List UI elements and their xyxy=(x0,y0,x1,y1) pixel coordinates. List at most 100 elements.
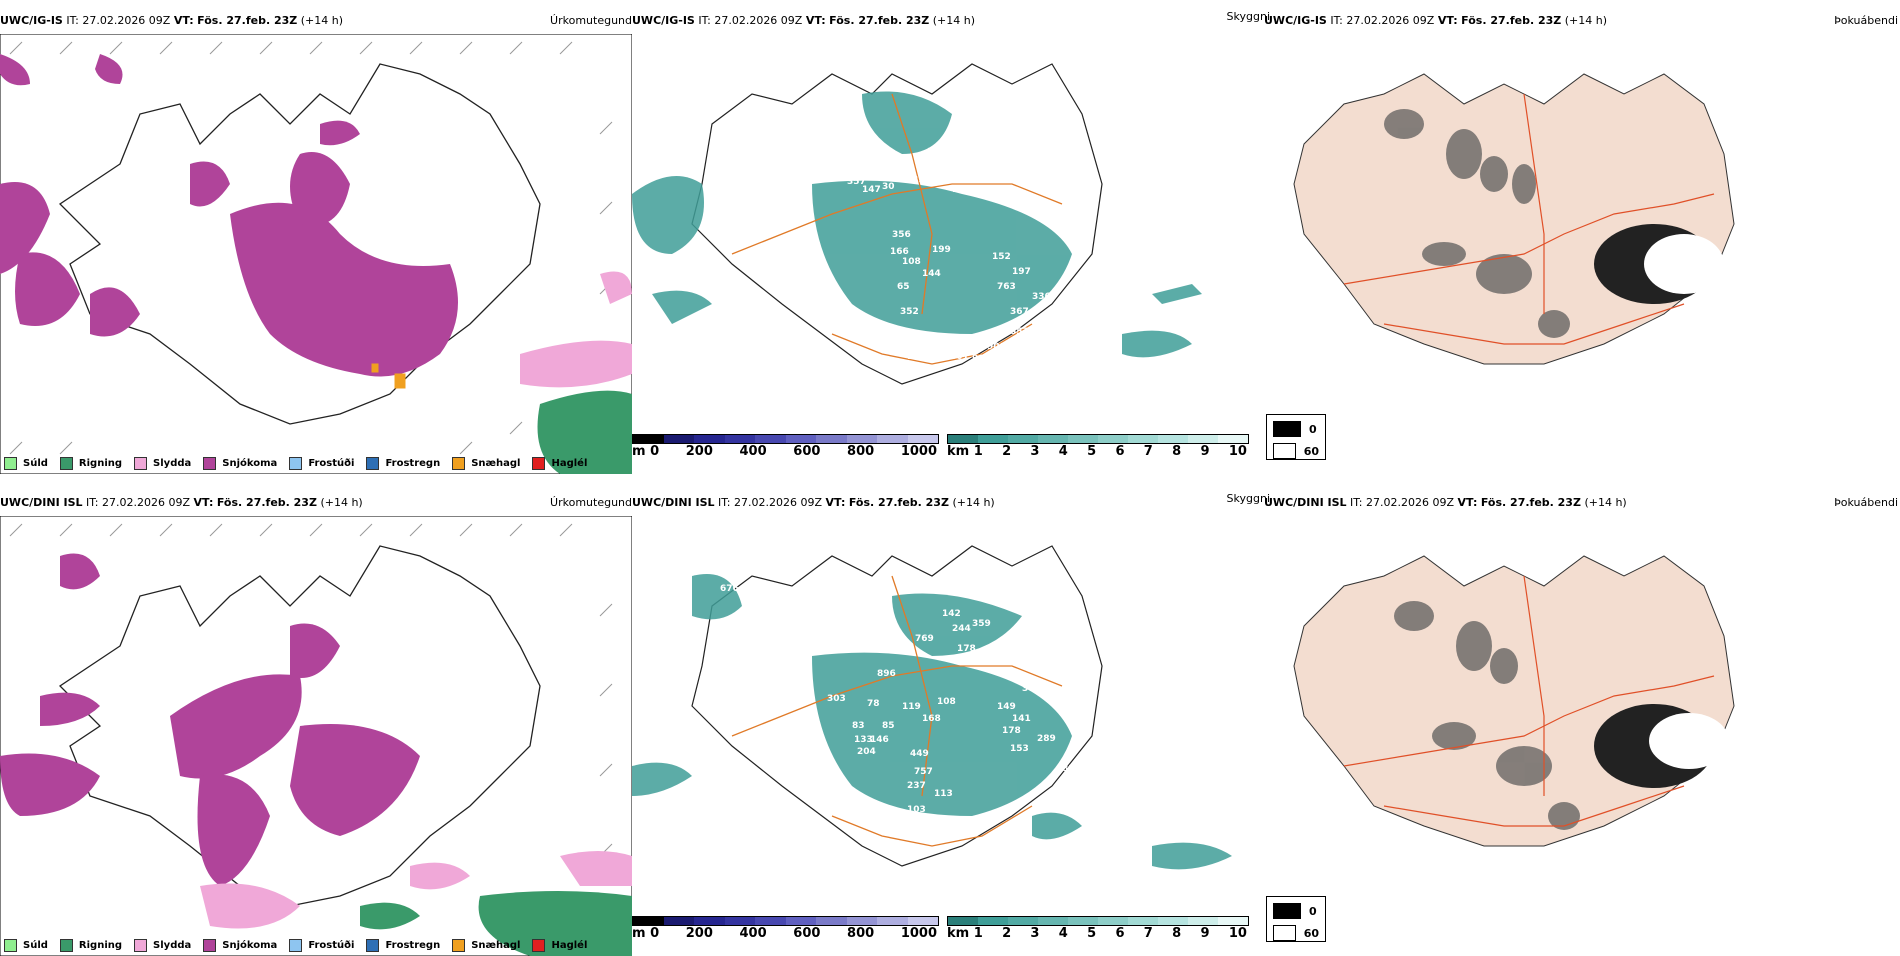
cloud-base-label: 336 xyxy=(1032,292,1051,302)
panel-title: UWC/IG-IS IT: 27.02.2026 09Z VT: Fös. 27… xyxy=(632,14,976,27)
rain-areas xyxy=(360,891,632,956)
panel-type-label: Þokuábendi xyxy=(1834,496,1898,509)
panel-title: UWC/DINI ISL IT: 27.02.2026 09Z VT: Fös.… xyxy=(632,496,995,509)
cloud-base-label: 359 xyxy=(972,619,991,629)
panel-type-label: Skyggni xyxy=(1226,10,1270,23)
legend-swatch xyxy=(203,939,217,952)
cloud-base-label: 119 xyxy=(902,702,921,712)
visibility-panel-row2: UWC/DINI ISL IT: 27.02.2026 09Z VT: Fös.… xyxy=(632,492,1326,956)
legend-item: Snæhagl xyxy=(452,939,520,952)
cloud-base-label: 801 xyxy=(950,352,969,362)
cloud-base-label: 975 xyxy=(1162,807,1181,817)
fog-swatch-high xyxy=(1273,443,1296,459)
cloud-base-label: 65 xyxy=(897,282,910,292)
low-visibility-areas xyxy=(632,574,1232,870)
legend-item: Slydda xyxy=(134,457,191,470)
cloud-base-label: 66 xyxy=(927,377,940,387)
panel-type-label: Þokuábendi xyxy=(1834,14,1898,27)
cloud-base-label: 171 xyxy=(907,352,926,362)
cloud-base-label: 31 xyxy=(882,327,895,337)
precip-legend: Súld Rigning Slydda Snjókoma Frostúði Fr… xyxy=(4,457,587,470)
cloud-base-label: 163 xyxy=(910,367,929,377)
cloud-base-label: 896 xyxy=(877,669,896,679)
legend-item: Frostregn xyxy=(366,939,440,952)
visibility-map: 676 331 142 244 359 57 769 178 896 303 7… xyxy=(632,545,1232,870)
legend-item: Snjókoma xyxy=(203,457,277,470)
cloud-base-label: 676 xyxy=(720,584,739,594)
cloud-base-label: 331 xyxy=(772,619,791,629)
low-visibility-areas xyxy=(632,91,1202,358)
legend-swatch xyxy=(59,457,73,470)
cloud-base-label: 199 xyxy=(932,245,951,255)
fog-legend: 0 60 xyxy=(1266,414,1326,460)
cloud-base-label: 56 xyxy=(1062,337,1075,347)
precip-panel-row2: UWC/DINI ISL IT: 27.02.2026 09Z VT: Fös.… xyxy=(0,496,632,956)
cloud-base-label: 352 xyxy=(900,307,919,317)
legend-swatch xyxy=(203,457,217,470)
cloud-base-label: 473 xyxy=(697,247,716,257)
visibility-map: 473 357 147 30 314 95 150 160 112 356 16… xyxy=(632,63,1206,422)
cloud-base-label: 67 xyxy=(910,817,923,827)
cloud-base-label: 13 xyxy=(907,384,920,394)
cloud-base-label: 150 xyxy=(952,167,971,177)
visibility-colorbar: km 1 2 3 4 5 6 7 8 9 10 xyxy=(947,916,1249,941)
visibility-panel-row1: UWC/IG-IS IT: 27.02.2026 09Z VT: Fös. 27… xyxy=(632,10,1326,474)
cloud-base-label: 244 xyxy=(952,624,971,634)
legend-item: Súld xyxy=(4,939,48,952)
cloud-base-label: 112 xyxy=(952,185,971,195)
legend-swatch xyxy=(134,939,148,952)
cloud-base-label: 178 xyxy=(1002,726,1021,736)
legend-swatch xyxy=(59,939,73,952)
cloud-base-label: 178 xyxy=(957,644,976,654)
cloud-base-colorbar: m 0 200 400 600 800 1000 xyxy=(632,916,939,941)
cloud-base-label: 367 xyxy=(1010,307,1029,317)
legend-swatch xyxy=(532,939,546,952)
legend-swatch xyxy=(366,457,380,470)
legend-item: Haglél xyxy=(532,457,587,470)
panel-title: UWC/IG-IS IT: 27.02.2026 09Z VT: Fös. 27… xyxy=(1264,14,1608,27)
legend-item: Slydda xyxy=(134,939,191,952)
precip-map xyxy=(0,516,632,956)
cloud-base-label: 906 xyxy=(987,342,1006,352)
snow-areas xyxy=(0,54,458,377)
cloud-base-label: 133 xyxy=(854,735,873,745)
legend-swatch xyxy=(289,457,303,470)
cloud-base-label: 142 xyxy=(942,609,961,619)
snow-pellet-areas xyxy=(371,363,406,389)
fog-legend: 0 60 xyxy=(1266,896,1326,942)
cloud-base-label: 160 xyxy=(967,157,986,167)
legend-swatch xyxy=(4,457,17,470)
legend-swatch xyxy=(366,939,380,952)
legend-item: Frostúði xyxy=(289,939,354,952)
panel-type-label: Úrkomutegund xyxy=(550,14,632,27)
legend-swatch xyxy=(134,457,148,470)
cloud-base-label: 153 xyxy=(1010,744,1029,754)
cloud-base-label: 113 xyxy=(934,789,953,799)
snow-areas xyxy=(0,553,420,886)
cloud-base-label: 303 xyxy=(1022,684,1041,694)
cloud-base-labels: 473 357 147 30 314 95 150 160 112 356 16… xyxy=(697,147,1206,422)
roads xyxy=(731,93,1063,365)
fog-map xyxy=(1293,73,1735,365)
roads xyxy=(731,575,1063,847)
fog-swatch-high xyxy=(1273,925,1296,941)
roads xyxy=(1343,93,1715,345)
cloud-base-label: 997 xyxy=(972,354,991,364)
cloud-base-label: 30 xyxy=(882,182,895,192)
cloud-base-label: 168 xyxy=(922,714,941,724)
fog-map xyxy=(1293,555,1735,847)
cloud-base-label: 78 xyxy=(867,699,880,709)
fog-swatch-low xyxy=(1273,421,1301,437)
fog-dense-area xyxy=(1594,704,1729,788)
cloud-base-label: 147 xyxy=(862,185,881,195)
cloud-base-label: 108 xyxy=(937,697,956,707)
cloud-base-label: 237 xyxy=(907,781,926,791)
cloud-base-label: 853 xyxy=(1010,327,1029,337)
legend-item: Haglél xyxy=(532,939,587,952)
fog-swatch-low xyxy=(1273,903,1301,919)
panel-title: UWC/DINI ISL IT: 27.02.2026 09Z VT: Fös.… xyxy=(0,496,363,509)
cloud-base-label: 697 xyxy=(930,389,949,399)
precip-map xyxy=(0,34,632,474)
visibility-unit: km xyxy=(947,444,970,459)
cloud-base-label: 70 xyxy=(932,820,945,830)
